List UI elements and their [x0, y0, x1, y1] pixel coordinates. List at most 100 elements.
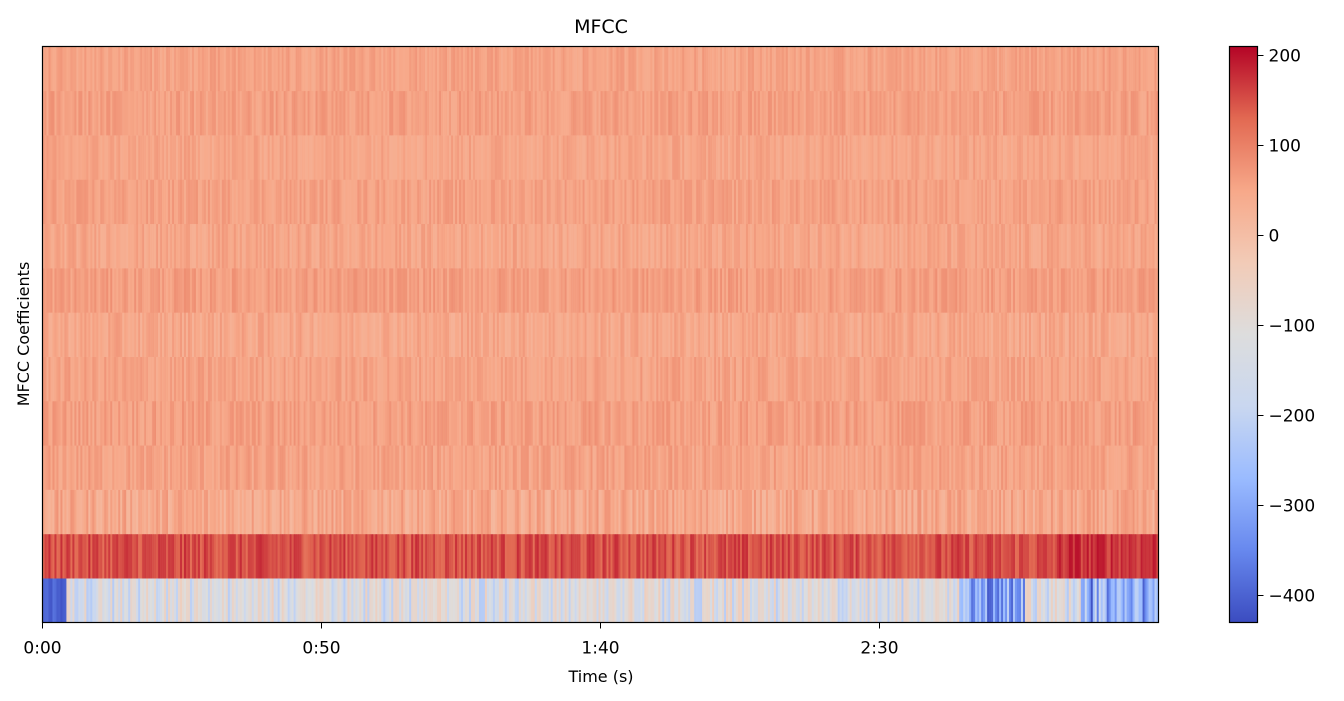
heatmap-cell [1152, 312, 1155, 357]
heatmap-cell [574, 578, 577, 623]
heatmap-cell [618, 489, 621, 535]
heatmap-cell [530, 445, 534, 490]
heatmap-cell [863, 312, 866, 357]
heatmap-cell [110, 489, 113, 535]
heatmap-cell [622, 400, 625, 446]
heatmap-cell [307, 400, 310, 446]
heatmap-cell [1108, 268, 1111, 313]
heatmap-cell [935, 489, 938, 535]
heatmap-cell [287, 268, 290, 313]
heatmap-cell [947, 356, 950, 402]
heatmap-cell [979, 356, 982, 402]
heatmap-cell [853, 356, 856, 402]
heatmap-cell [150, 489, 153, 535]
heatmap-cell [411, 356, 414, 402]
heatmap-cell [1140, 533, 1143, 579]
heatmap-cell [987, 356, 990, 402]
heatmap-cell [594, 578, 597, 623]
heatmap-cell [391, 223, 394, 269]
heatmap-cell [1080, 356, 1084, 402]
heatmap-cell [168, 533, 171, 579]
heatmap-cell [1066, 356, 1070, 402]
heatmap-cell [813, 578, 817, 623]
heatmap-cell [953, 489, 956, 535]
heatmap-cell [981, 400, 984, 446]
heatmap-cell [347, 400, 350, 446]
heatmap-cell [345, 400, 348, 446]
heatmap-cell [327, 445, 330, 490]
heatmap-cell [1020, 533, 1024, 579]
heatmap-cell [558, 312, 561, 357]
heatmap-cell [70, 578, 73, 623]
heatmap-cell [94, 533, 97, 579]
heatmap-cell [678, 268, 681, 313]
heatmap-cell [600, 312, 603, 357]
heatmap-cell [1130, 268, 1133, 313]
heatmap-cell [375, 533, 378, 579]
heatmap-cell [548, 445, 551, 490]
heatmap-cell [197, 268, 201, 313]
heatmap-cell [1140, 268, 1143, 313]
heatmap-cell [943, 489, 946, 535]
heatmap-cell [961, 578, 964, 623]
heatmap-cell [193, 533, 197, 579]
heatmap-cell [219, 268, 223, 313]
heatmap-cell [381, 268, 384, 313]
heatmap-cell [1072, 578, 1076, 623]
heatmap-cell [219, 400, 223, 446]
heatmap-cell [554, 312, 557, 357]
heatmap-cell [983, 356, 986, 402]
heatmap-cell [530, 578, 534, 623]
heatmap-cell [720, 356, 723, 402]
heatmap-cell [474, 578, 478, 623]
heatmap-cell [524, 356, 528, 402]
heatmap-cell [447, 223, 450, 269]
heatmap-cell [626, 356, 629, 402]
heatmap-cell [795, 578, 799, 623]
heatmap-cell [865, 268, 868, 313]
heatmap-cell [753, 489, 757, 535]
heatmap-cell [526, 268, 530, 313]
heatmap-cell [1152, 400, 1155, 446]
heatmap-cell [1066, 223, 1070, 269]
heatmap-cell [64, 578, 67, 623]
heatmap-cell [825, 489, 828, 535]
heatmap-cell [753, 312, 757, 357]
heatmap-cell [1042, 533, 1046, 579]
heatmap-cell [213, 445, 217, 490]
heatmap-cell [164, 312, 167, 357]
heatmap-cell [476, 489, 480, 535]
heatmap-cell [592, 223, 595, 269]
heatmap-cell [325, 445, 328, 490]
heatmap-cell [421, 533, 424, 579]
heatmap-cell [124, 445, 127, 490]
heatmap-cell [229, 489, 233, 535]
heatmap-cell [813, 312, 817, 357]
heatmap-cell [969, 356, 972, 402]
heatmap-cell [472, 268, 476, 313]
heatmap-cell [421, 578, 424, 623]
heatmap-cell [1138, 356, 1141, 402]
heatmap-cell [142, 312, 145, 357]
heatmap-cell [566, 578, 569, 623]
heatmap-cell [927, 312, 930, 357]
heatmap-cell [281, 223, 284, 269]
heatmap-cell [76, 356, 79, 402]
heatmap-cell [843, 578, 846, 623]
heatmap-cell [787, 312, 791, 357]
heatmap-cell [249, 533, 253, 579]
heatmap-cell [783, 312, 787, 357]
heatmap-cell [710, 578, 713, 623]
heatmap-cell [363, 533, 366, 579]
heatmap-cell [1148, 312, 1151, 357]
heatmap-cell [885, 445, 888, 490]
heatmap-cell [518, 489, 522, 535]
heatmap-cell [205, 268, 209, 313]
heatmap-cell [253, 312, 257, 357]
heatmap-cell [361, 489, 364, 535]
heatmap-cell [427, 578, 430, 623]
heatmap-cell [985, 533, 988, 579]
heatmap-cell [484, 400, 488, 446]
heatmap-cell [229, 223, 233, 269]
heatmap-cell [1019, 223, 1022, 269]
